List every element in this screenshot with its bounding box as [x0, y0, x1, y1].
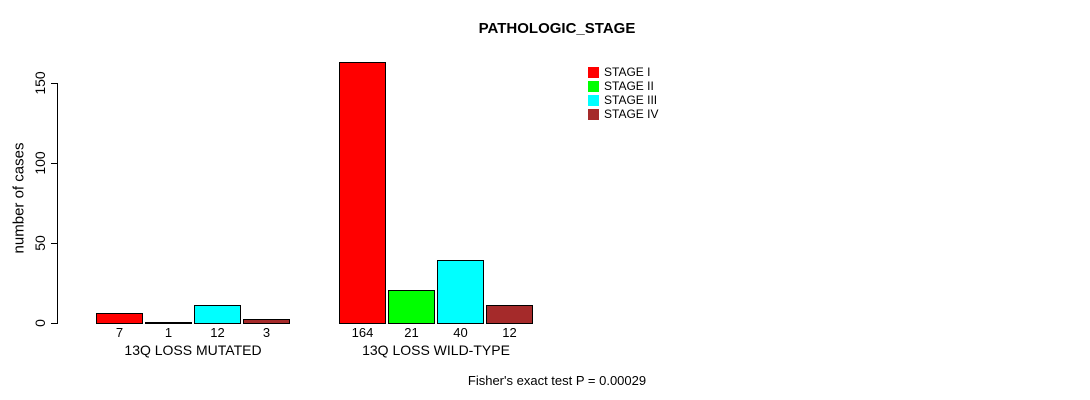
legend-label: STAGE II [604, 79, 654, 93]
bar [437, 260, 484, 324]
legend-label: STAGE III [604, 93, 658, 107]
y-tick-label: 0 [32, 319, 48, 327]
y-tick-mark [51, 323, 58, 324]
bar [145, 322, 192, 324]
legend-swatch [588, 94, 599, 106]
legend-swatch [588, 108, 599, 120]
y-tick-mark [51, 243, 58, 244]
y-tick-mark [51, 163, 58, 164]
legend-swatch [588, 66, 599, 78]
bar-value-label: 1 [164, 325, 173, 340]
bar [243, 319, 290, 324]
legend-item: STAGE II [588, 80, 654, 92]
stat-annotation: Fisher's exact test P = 0.00029 [467, 373, 647, 388]
y-tick-label: 50 [32, 235, 48, 251]
bar-value-label: 21 [404, 325, 419, 340]
y-tick-mark [51, 83, 58, 84]
chart-title: PATHOLOGIC_STAGE [478, 20, 636, 37]
legend-label: STAGE IV [604, 107, 659, 121]
y-axis-label: number of cases [10, 142, 28, 254]
bar-value-label: 40 [453, 325, 468, 340]
legend-swatch [588, 80, 599, 92]
bar-value-label: 3 [262, 325, 271, 340]
legend-item: STAGE IV [588, 108, 658, 120]
group-label: 13Q LOSS MUTATED [124, 342, 262, 358]
y-tick-label: 100 [32, 151, 48, 175]
bar [96, 313, 143, 324]
bar [194, 305, 241, 324]
bar [486, 305, 533, 324]
bar [388, 290, 435, 324]
legend-label: STAGE I [604, 65, 651, 79]
legend-item: STAGE III [588, 94, 657, 106]
y-axis-line [57, 83, 58, 324]
group-label: 13Q LOSS WILD-TYPE [362, 342, 510, 358]
bar-value-label: 164 [351, 325, 374, 340]
bar [339, 62, 386, 324]
bar-value-label: 12 [502, 325, 517, 340]
bar-value-label: 12 [210, 325, 225, 340]
bar-value-label: 7 [115, 325, 124, 340]
legend-item: STAGE I [588, 66, 650, 78]
y-tick-label: 150 [32, 71, 48, 95]
